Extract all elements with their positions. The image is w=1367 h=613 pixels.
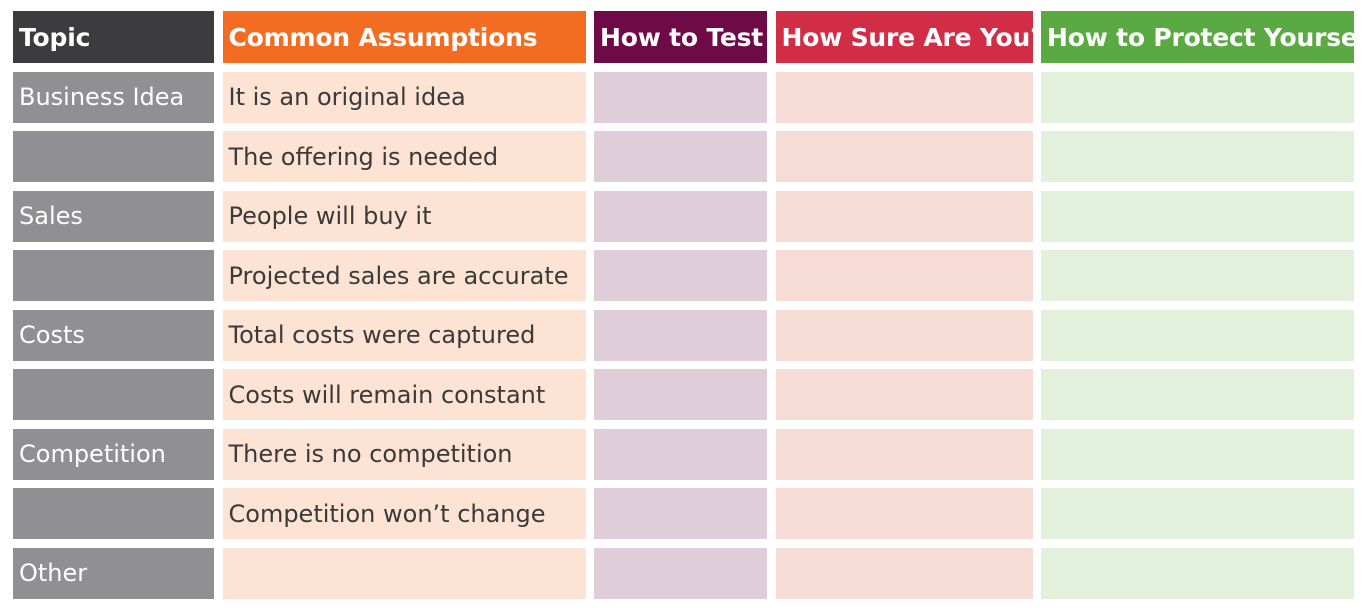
topic-cell: Other	[13, 547, 214, 599]
assumptions-table: Topic Common Assumptions How to Test How…	[13, 11, 1354, 602]
how-sure-cell[interactable]	[775, 71, 1033, 123]
how-sure-cell[interactable]	[775, 309, 1033, 361]
how-to-protect-cell[interactable]	[1041, 190, 1354, 242]
how-sure-cell[interactable]	[775, 369, 1033, 420]
assumption-cell: People will buy it	[222, 190, 586, 242]
topic-cell	[13, 131, 214, 182]
how-to-protect-cell[interactable]	[1041, 250, 1354, 301]
topic-cell: Costs	[13, 309, 214, 361]
header-common-assumptions: Common Assumptions	[222, 11, 586, 63]
how-sure-cell[interactable]	[775, 488, 1033, 539]
how-sure-cell[interactable]	[775, 190, 1033, 242]
assumption-cell: There is no competition	[222, 428, 586, 480]
header-how-to-protect: How to Protect Yourself	[1041, 11, 1354, 63]
topic-cell	[13, 369, 214, 420]
topic-cell: Competition	[13, 428, 214, 480]
topic-cell	[13, 488, 214, 539]
how-to-test-cell[interactable]	[594, 131, 767, 182]
header-how-sure: How Sure Are You?	[775, 11, 1033, 63]
how-to-test-cell[interactable]	[594, 488, 767, 539]
how-to-test-cell[interactable]	[594, 547, 767, 599]
how-to-test-cell[interactable]	[594, 71, 767, 123]
how-to-test-cell[interactable]	[594, 309, 767, 361]
how-to-test-cell[interactable]	[594, 190, 767, 242]
how-to-protect-cell[interactable]	[1041, 309, 1354, 361]
how-to-protect-cell[interactable]	[1041, 369, 1354, 420]
how-to-test-cell[interactable]	[594, 250, 767, 301]
assumption-cell: Total costs were captured	[222, 309, 586, 361]
assumption-cell: It is an original idea	[222, 71, 586, 123]
header-how-to-test: How to Test	[594, 11, 767, 63]
how-to-protect-cell[interactable]	[1041, 547, 1354, 599]
how-to-test-cell[interactable]	[594, 428, 767, 480]
how-to-protect-cell[interactable]	[1041, 488, 1354, 539]
assumption-cell[interactable]	[222, 547, 586, 599]
assumption-cell: Competition won’t change	[222, 488, 586, 539]
topic-cell: Sales	[13, 190, 214, 242]
topic-cell	[13, 250, 214, 301]
how-sure-cell[interactable]	[775, 131, 1033, 182]
how-sure-cell[interactable]	[775, 428, 1033, 480]
header-topic: Topic	[13, 11, 214, 63]
how-to-protect-cell[interactable]	[1041, 71, 1354, 123]
assumption-cell: Projected sales are accurate	[222, 250, 586, 301]
how-to-test-cell[interactable]	[594, 369, 767, 420]
how-sure-cell[interactable]	[775, 547, 1033, 599]
assumption-cell: Costs will remain constant	[222, 369, 586, 420]
topic-cell: Business Idea	[13, 71, 214, 123]
assumption-cell: The offering is needed	[222, 131, 586, 182]
how-sure-cell[interactable]	[775, 250, 1033, 301]
how-to-protect-cell[interactable]	[1041, 428, 1354, 480]
how-to-protect-cell[interactable]	[1041, 131, 1354, 182]
